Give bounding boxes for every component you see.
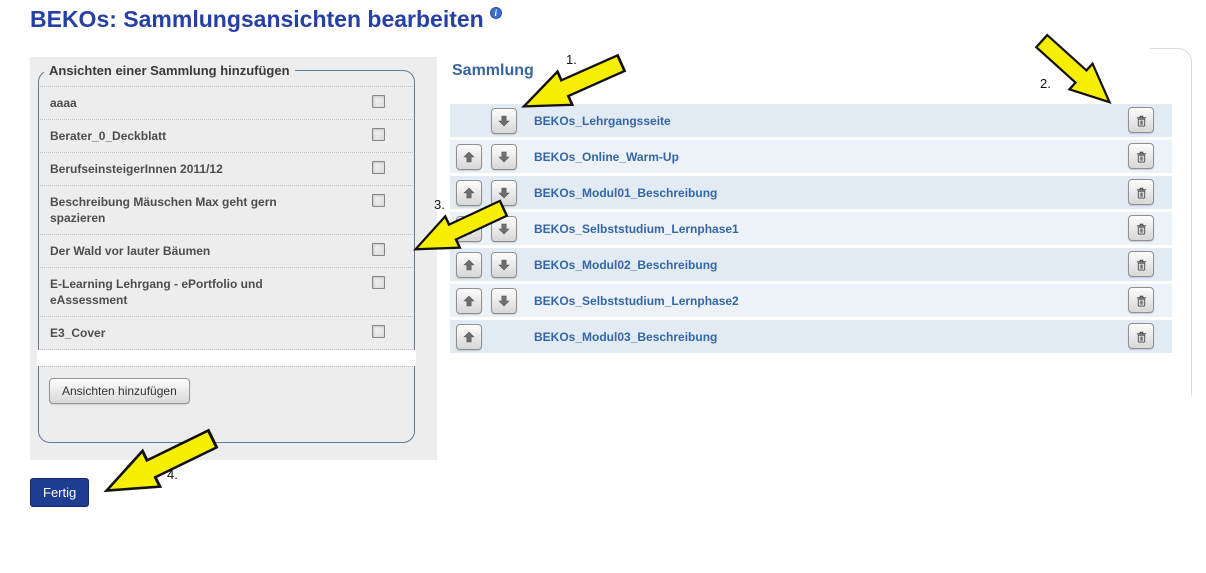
arrow-down-icon bbox=[498, 115, 510, 126]
arrow-up-icon bbox=[463, 331, 475, 342]
move-down-button[interactable] bbox=[491, 215, 517, 242]
view-link[interactable]: BEKOs_Modul01_Beschreibung bbox=[534, 185, 718, 200]
arrow-down-icon bbox=[498, 259, 510, 270]
move-up-button[interactable] bbox=[456, 323, 482, 350]
view-checkbox[interactable] bbox=[372, 243, 385, 256]
view-link[interactable]: BEKOs_Lehrgangsseite bbox=[534, 113, 671, 128]
page-title-text: BEKOs: Sammlungsansichten bearbeiten bbox=[30, 6, 484, 32]
arrow-up-icon bbox=[463, 295, 475, 306]
collection-row: BEKOs_Lehrgangsseite bbox=[450, 104, 1172, 137]
move-down-button[interactable] bbox=[491, 143, 517, 170]
view-item-label: BerufseinsteigerInnen 2011/12 bbox=[50, 162, 223, 176]
trash-icon bbox=[1136, 331, 1146, 342]
arrow-up-icon bbox=[463, 187, 475, 198]
info-icon[interactable]: i bbox=[489, 7, 502, 19]
list-item: E-Learning Lehrgang - ePortfolio und eAs… bbox=[40, 268, 413, 317]
collection-heading: Sammlung bbox=[452, 62, 534, 79]
view-item-label: aaaa bbox=[50, 96, 77, 110]
list-item: Beschreibung Mäuschen Max geht gern spaz… bbox=[40, 186, 413, 235]
add-views-fieldset: Ansichten einer Sammlung hinzufügen aaaa… bbox=[37, 63, 416, 443]
arrow-down-icon bbox=[498, 295, 510, 306]
trash-icon bbox=[1136, 151, 1146, 162]
view-link[interactable]: BEKOs_Modul03_Beschreibung bbox=[534, 329, 718, 344]
move-up-button[interactable] bbox=[456, 215, 482, 242]
collection-list: BEKOs_Lehrgangsseite bbox=[450, 104, 1172, 356]
move-up-button[interactable] bbox=[456, 287, 482, 314]
arrow-up-icon bbox=[463, 151, 475, 162]
view-link[interactable]: BEKOs_Modul02_Beschreibung bbox=[534, 257, 718, 272]
view-checkbox[interactable] bbox=[372, 276, 385, 289]
page-title: BEKOs: Sammlungsansichten bearbeiten i bbox=[30, 6, 502, 33]
view-checkbox[interactable] bbox=[372, 128, 385, 141]
add-views-panel: Ansichten einer Sammlung hinzufügen aaaa… bbox=[30, 57, 437, 460]
divider bbox=[40, 366, 413, 367]
view-checkbox[interactable] bbox=[372, 325, 385, 338]
view-checkbox[interactable] bbox=[372, 194, 385, 207]
fertig-button[interactable]: Fertig bbox=[30, 478, 90, 507]
list-bottom-gap bbox=[37, 350, 416, 366]
delete-button[interactable] bbox=[1128, 287, 1154, 313]
delete-button[interactable] bbox=[1128, 143, 1154, 169]
list-item: Der Wald vor lauter Bäumen bbox=[40, 235, 413, 268]
view-item-label: Berater_0_Deckblatt bbox=[50, 129, 167, 143]
trash-icon bbox=[1136, 187, 1146, 198]
move-down-button[interactable] bbox=[491, 287, 517, 314]
collection-row: BEKOs_Modul02_Beschreibung bbox=[450, 248, 1172, 281]
annotation-label-4: 4. bbox=[167, 467, 178, 482]
move-down-button[interactable] bbox=[491, 179, 517, 206]
annotation-label-2: 2. bbox=[1040, 76, 1051, 91]
trash-icon bbox=[1136, 259, 1146, 270]
move-up-button[interactable] bbox=[456, 143, 482, 170]
arrow-down-icon bbox=[498, 151, 510, 162]
view-item-label: Der Wald vor lauter Bäumen bbox=[50, 244, 211, 258]
delete-button[interactable] bbox=[1128, 107, 1154, 133]
delete-button[interactable] bbox=[1128, 179, 1154, 205]
move-down-button[interactable] bbox=[491, 107, 517, 134]
view-checkbox[interactable] bbox=[372, 161, 385, 174]
collection-row: BEKOs_Online_Warm-Up bbox=[450, 140, 1172, 173]
trash-icon bbox=[1136, 115, 1146, 126]
trash-icon bbox=[1136, 295, 1146, 306]
view-item-label: E3_Cover bbox=[50, 326, 106, 340]
delete-button[interactable] bbox=[1128, 251, 1154, 277]
annotation-label-1: 1. bbox=[566, 52, 577, 67]
delete-button[interactable] bbox=[1128, 323, 1154, 349]
view-checkbox[interactable] bbox=[372, 95, 385, 108]
collection-row: BEKOs_Modul03_Beschreibung bbox=[450, 320, 1172, 353]
move-up-button[interactable] bbox=[456, 179, 482, 206]
view-link[interactable]: BEKOs_Selbststudium_Lernphase2 bbox=[534, 293, 739, 308]
list-item: Berater_0_Deckblatt bbox=[40, 120, 413, 153]
arrow-up-icon bbox=[463, 259, 475, 270]
list-item: aaaa bbox=[40, 87, 413, 120]
arrow-up-icon bbox=[463, 223, 475, 234]
move-down-button[interactable] bbox=[491, 251, 517, 278]
arrow-down-icon bbox=[498, 187, 510, 198]
fieldset-legend: Ansichten einer Sammlung hinzufügen bbox=[49, 63, 290, 78]
collection-row: BEKOs_Selbststudium_Lernphase1 bbox=[450, 212, 1172, 245]
view-list: aaaa Berater_0_Deckblatt Berufseinsteige… bbox=[40, 86, 413, 350]
add-views-button[interactable]: Ansichten hinzufügen bbox=[49, 378, 190, 404]
collection-row: BEKOs_Modul01_Beschreibung bbox=[450, 176, 1172, 209]
list-item: E3_Cover bbox=[40, 317, 413, 350]
trash-icon bbox=[1136, 223, 1146, 234]
move-up-button[interactable] bbox=[456, 251, 482, 278]
view-item-label: Beschreibung Mäuschen Max geht gern spaz… bbox=[50, 195, 277, 225]
arrow-down-icon bbox=[498, 223, 510, 234]
list-item: BerufseinsteigerInnen 2011/12 bbox=[40, 153, 413, 186]
view-link[interactable]: BEKOs_Selbststudium_Lernphase1 bbox=[534, 221, 739, 236]
view-item-label: E-Learning Lehrgang - ePortfolio und eAs… bbox=[50, 277, 263, 307]
view-link[interactable]: BEKOs_Online_Warm-Up bbox=[534, 149, 679, 164]
collection-row: BEKOs_Selbststudium_Lernphase2 bbox=[450, 284, 1172, 317]
delete-button[interactable] bbox=[1128, 215, 1154, 241]
